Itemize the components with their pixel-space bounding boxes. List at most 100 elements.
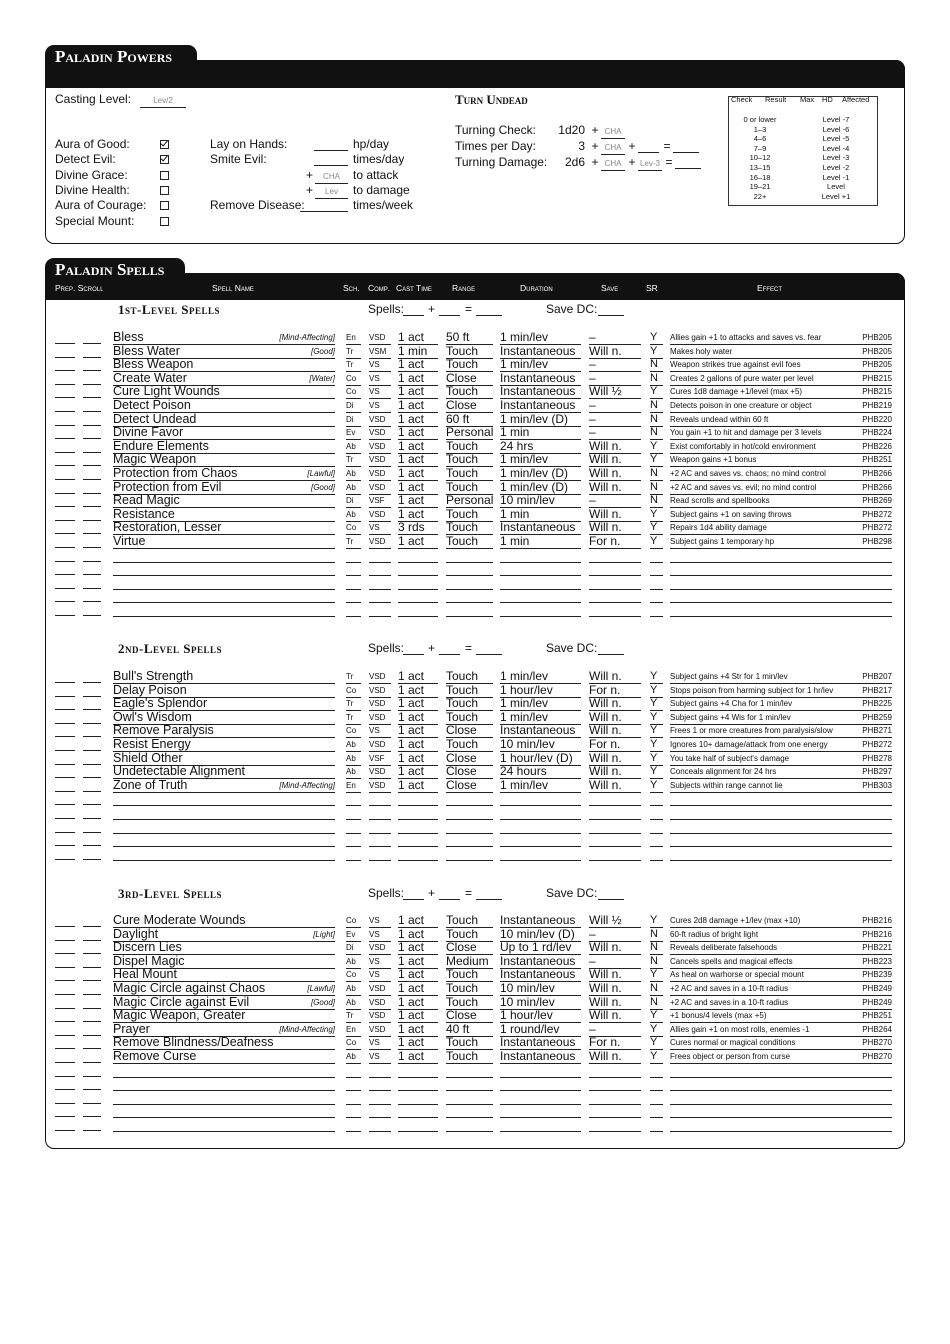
- spell-effect: Stops poison from harming subject for 1 …: [670, 684, 892, 698]
- spell-components: VSD: [369, 941, 391, 956]
- spell-cast-time: [398, 562, 438, 577]
- spell-effect: Reveals deliberate falsehoods: [670, 941, 892, 956]
- blank-line: [55, 383, 75, 385]
- blank-line: [55, 750, 75, 751]
- blank-line: [83, 519, 101, 521]
- spell-components: VSD: [369, 697, 391, 712]
- spell-cast-time: 1 act: [398, 453, 438, 468]
- spell-duration: [500, 833, 581, 848]
- blank-line: [55, 356, 75, 358]
- spell-cast-time: [398, 1091, 438, 1105]
- spell-cast-time: [398, 806, 438, 820]
- spell-cast-time: 1 act: [398, 331, 438, 345]
- turn-operator: +: [591, 139, 599, 153]
- blank-line: [83, 356, 101, 358]
- spell-effect: Allies gain +1 on most rolls, enemies -1: [670, 1023, 892, 1037]
- spell-name: Delay Poison: [113, 684, 335, 698]
- blank-line: [83, 777, 101, 779]
- spell-duration: Instantaneous: [500, 399, 581, 413]
- spell-range: [446, 1118, 493, 1132]
- spell-effect: Subjects within range cannot lie: [670, 779, 892, 793]
- spell-cast-time: 1 act: [398, 670, 438, 684]
- turn-table-header: Check: [731, 95, 753, 104]
- spell-components: [369, 576, 391, 590]
- spell-cast-time: [398, 576, 438, 590]
- spell-components: VSD: [369, 1023, 391, 1037]
- spell-save: Will n.: [589, 968, 641, 983]
- column-header: Sch.: [343, 283, 360, 293]
- spell-effect: Frees 1 or more creatures from paralysis…: [670, 724, 892, 739]
- spell-duration: [500, 792, 581, 807]
- spell-save: [589, 820, 641, 834]
- blank-line: [55, 953, 75, 955]
- spell-effect: [670, 549, 892, 563]
- spell-effect: Repairs 1d4 ability damage: [670, 521, 892, 536]
- spell-save: [589, 1064, 641, 1078]
- spell-components: VSD: [369, 453, 391, 468]
- checkbox: [160, 185, 169, 195]
- spell-effect: [670, 847, 892, 861]
- spell-school: [346, 603, 361, 617]
- spell-effect: You gain +1 to hit and damage per 3 leve…: [670, 426, 892, 441]
- spell-range: Close: [446, 1009, 493, 1024]
- spell-school: [346, 847, 361, 861]
- spell-effect: [670, 1077, 892, 1092]
- column-header: Cast Time: [396, 283, 432, 293]
- spell-save: –: [589, 413, 641, 427]
- turn-table-header: Max: [800, 95, 815, 104]
- spell-components: VSD: [369, 996, 391, 1010]
- spell-school: Di: [346, 399, 361, 413]
- spell-components: [369, 792, 391, 807]
- spell-range: Touch: [446, 914, 493, 928]
- spell-save: [589, 562, 641, 577]
- spell-cast-time: [398, 1104, 438, 1119]
- blank-line: [83, 1075, 101, 1077]
- spell-range: [446, 1064, 493, 1078]
- spell-save: [589, 589, 641, 604]
- spell-ref: PHB219: [862, 401, 892, 410]
- blank-line: [83, 424, 101, 426]
- spell-range: 50 ft: [446, 331, 493, 345]
- spells-label: Spells:: [368, 887, 405, 900]
- spell-cast-time: 1 act: [398, 779, 438, 793]
- spell-school: [346, 1077, 361, 1092]
- spell-duration: 1 min/lev: [500, 358, 581, 373]
- spell-school: Ab: [346, 955, 361, 969]
- spell-sr: N: [650, 996, 663, 1010]
- blank-line: [55, 804, 75, 806]
- blank-line: [55, 465, 75, 467]
- spell-components: VS: [369, 1050, 391, 1064]
- spell-name: Protection from Chaos: [113, 467, 335, 481]
- spell-ref: PHB264: [862, 1024, 892, 1034]
- spell-save: Will n.: [589, 982, 641, 996]
- spell-cast-time: 1 act: [398, 914, 438, 928]
- spell-duration: 10 min/lev (D): [500, 928, 581, 942]
- spell-school: Tr: [346, 670, 361, 684]
- turn-table-result: Level -3: [822, 153, 850, 163]
- blank-line: [83, 695, 101, 697]
- spell-ref: PHB215: [862, 373, 892, 383]
- blank-line: [55, 966, 75, 968]
- spell-range: Close: [446, 765, 493, 780]
- ability-label: Aura of Good:: [55, 138, 130, 151]
- spell-sr: Y: [650, 1036, 663, 1051]
- spell-school: [346, 576, 361, 590]
- spell-name: [113, 603, 335, 617]
- spell-name: Dispel Magic: [113, 955, 335, 969]
- checkbox: [160, 170, 169, 180]
- turn-table-result: Level -7: [822, 115, 850, 124]
- spell-save: –: [589, 331, 641, 345]
- spell-save: Will n.: [589, 1050, 641, 1064]
- blank-line: [55, 574, 75, 576]
- spell-ref: PHB251: [862, 455, 892, 465]
- blank-line: [83, 574, 101, 576]
- spell-name: Bless Water: [113, 345, 335, 359]
- turn-table-check: 19–21: [749, 182, 771, 192]
- spell-school: Tr: [346, 1009, 361, 1024]
- spell-save: For n.: [589, 738, 641, 752]
- spell-sr: [650, 549, 663, 563]
- spell-components: [369, 589, 391, 604]
- spell-effect: [670, 576, 892, 590]
- spell-components: VSD: [369, 331, 391, 345]
- spell-save: Will n.: [589, 724, 641, 739]
